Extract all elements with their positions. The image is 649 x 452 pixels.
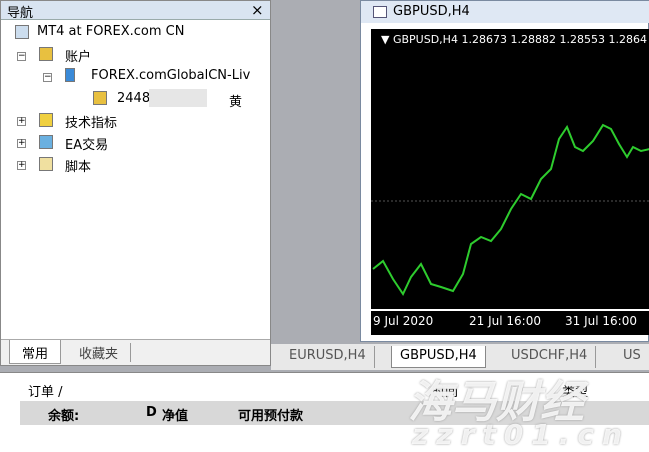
tab-active[interactable]: GBPUSD,H4 (391, 346, 486, 368)
expander[interactable]: + (17, 138, 26, 148)
tree-item[interactable]: 脚本 (65, 160, 92, 175)
expander[interactable]: − (17, 51, 26, 61)
summary-label: 净值 (162, 409, 189, 424)
icon (39, 113, 53, 127)
chart-window: GBPUSD,H4 ▼ GBPUSD,H4 1.28673 1.28882 1.… (360, 0, 649, 342)
tree-item[interactable]: 账户 (65, 50, 92, 65)
chart-header: ▼ GBPUSD,H4 1.28673 1.28882 1.28553 1.28… (381, 33, 647, 46)
tree: MT4 at FOREX.com CN − 账户 − FOREX.comGlob… (1, 21, 270, 321)
expander[interactable]: − (43, 72, 52, 82)
icon (93, 91, 107, 105)
icon (65, 68, 75, 82)
terminal: 订单 / 时间 类型 余额: D 净值 可用预付款 (0, 372, 649, 452)
summary-label: 余额: (48, 409, 80, 424)
tree-item[interactable]: MT4 at FOREX.com CN (37, 24, 185, 39)
blur (149, 89, 207, 107)
chart-icon (373, 6, 387, 18)
navigator-titlebar: 导航 × (1, 1, 270, 21)
close-button[interactable]: × (251, 1, 264, 19)
expander[interactable]: + (17, 116, 26, 126)
navigator: 导航 × MT4 at FOREX.com CN − 账户 − FOREX.co… (0, 0, 271, 366)
tab[interactable]: 收藏夹 (67, 343, 132, 362)
axis-strip (371, 309, 649, 311)
open: 1.28673 (461, 33, 507, 46)
summary-label: D (146, 405, 157, 420)
x-label: 31 Jul 16:00 (565, 314, 637, 328)
watermark-url: zzrt01.cn (412, 418, 630, 451)
chart-title: GBPUSD,H4 (393, 4, 470, 19)
symbol: GBPUSD,H4 (393, 33, 458, 46)
tab[interactable]: EURUSD,H4 (281, 346, 375, 368)
x-label: 9 Jul 2020 (373, 314, 434, 328)
chart-background (371, 29, 649, 311)
navigator-title: 导航 (7, 6, 34, 21)
tree-item-suffix: 黄 (229, 95, 243, 110)
summary-label: 可用预付款 (238, 409, 304, 424)
tree-item[interactable]: 2448 (117, 91, 151, 106)
column-header[interactable]: 类型 (562, 385, 589, 400)
tab-active[interactable]: 常用 (9, 340, 62, 364)
tree-item[interactable]: EA交易 (65, 138, 109, 153)
tree-item[interactable]: FOREX.comGlobalCN-Liv (91, 68, 251, 83)
low: 1.28553 (559, 33, 605, 46)
expander[interactable]: + (17, 160, 26, 170)
column-header[interactable]: 时间 (432, 385, 459, 400)
icon (39, 47, 53, 61)
high: 1.28882 (510, 33, 556, 46)
symbol-tabs: EURUSD,H4 GBPUSD,H4 USDCHF,H4 US (271, 344, 649, 370)
chart-titlebar: GBPUSD,H4 (361, 1, 649, 23)
close: 1.2864 (608, 33, 647, 46)
tab[interactable]: US (615, 346, 649, 368)
x-label: 21 Jul 16:00 (469, 314, 541, 328)
tab[interactable]: USDCHF,H4 (503, 346, 597, 368)
navigator-tabs: 常用 收藏夹 (1, 339, 270, 365)
price-chart: ▼ GBPUSD,H4 1.28673 1.28882 1.28553 1.28… (371, 29, 649, 311)
icon (39, 135, 53, 149)
column-header[interactable]: 订单 / (28, 385, 63, 400)
price-line (372, 123, 649, 297)
tree-item[interactable]: 技术指标 (65, 116, 118, 131)
summary-row: 余额: D 净值 可用预付款 (20, 401, 649, 425)
icon (15, 25, 29, 39)
icon (39, 157, 53, 171)
x-axis: 9 Jul 2020 21 Jul 16:00 31 Jul 16:00 (371, 311, 649, 335)
watermark-brand: 海马财经 (408, 377, 584, 428)
